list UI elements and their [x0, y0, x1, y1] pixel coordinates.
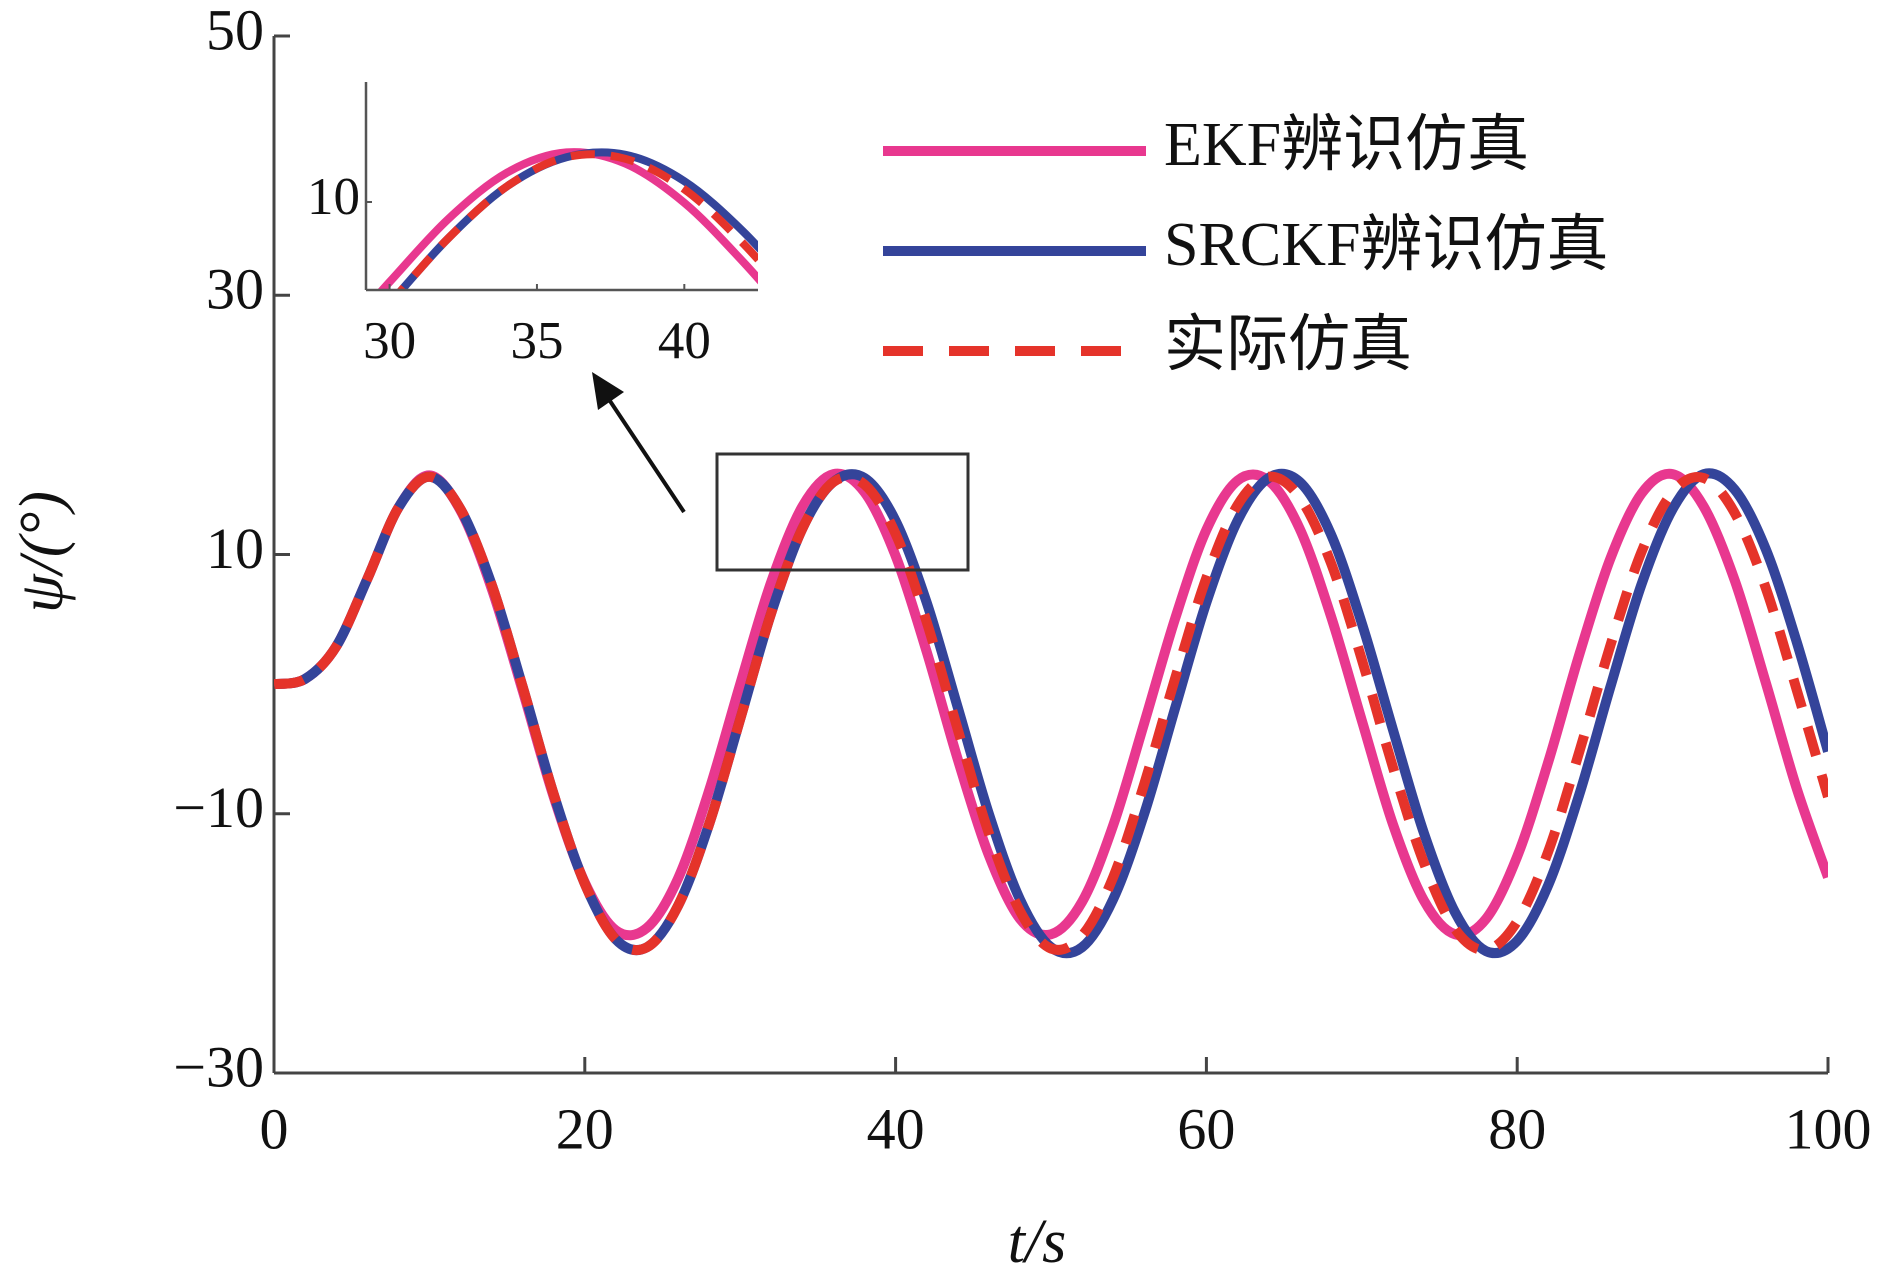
inset-x-tick-label: 40	[658, 312, 711, 370]
series-line	[396, 148, 758, 290]
x-tick-label: 100	[1785, 1096, 1872, 1161]
x-axis-label: t/s	[1008, 1208, 1067, 1276]
inset-x-tick-label: 35	[510, 312, 563, 370]
y-tick-label: 30	[206, 257, 264, 322]
series-line	[396, 150, 758, 290]
axes-layer: 50 30 10 −10 −300 20 40 60 80 100	[173, 0, 1871, 1161]
arrow-head	[592, 372, 624, 410]
inset-plot	[377, 148, 758, 290]
x-tick-label: 40	[867, 1096, 925, 1161]
arrow-shaft	[604, 393, 686, 514]
y-tick-label: −10	[173, 775, 264, 840]
inset-y-tick-label: 10	[307, 168, 360, 226]
y-tick-label: −30	[173, 1034, 264, 1099]
y-axis-label: ψ/(°)	[8, 491, 76, 613]
x-tick-label: 80	[1488, 1096, 1546, 1161]
legend-label: SRCKF辨识仿真	[1164, 211, 1608, 279]
series-line	[274, 471, 1828, 956]
zoom-box	[715, 452, 970, 572]
legend-label: 实际仿真	[1164, 311, 1412, 379]
y-tick-label: 50	[206, 0, 264, 62]
inset-x-tick-label: 30	[363, 312, 416, 370]
x-tick-label: 60	[1177, 1096, 1235, 1161]
x-tick-label: 0	[260, 1096, 289, 1161]
y-tick-label: 10	[206, 516, 264, 581]
legend-label: EKF辨识仿真	[1164, 111, 1529, 179]
plot-area	[274, 468, 1828, 959]
x-tick-label: 20	[556, 1096, 614, 1161]
